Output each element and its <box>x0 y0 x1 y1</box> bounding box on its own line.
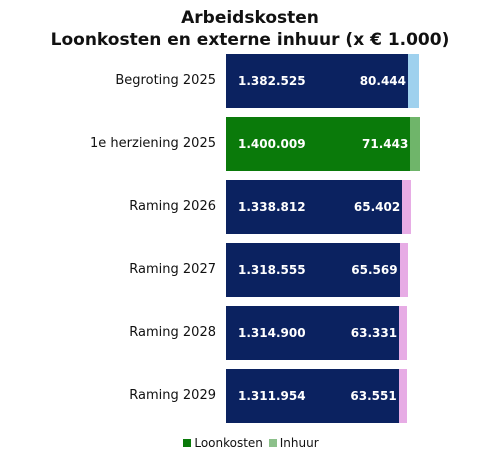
stacked-bar: 1.382.525 80.444 <box>226 54 419 108</box>
bar-segment-inhuur <box>399 306 408 360</box>
bar-segment-loonkosten <box>226 243 400 297</box>
bar-segment-loonkosten <box>226 180 403 234</box>
category-label: 1e herziening 2025 <box>90 136 216 151</box>
category-label: Raming 2027 <box>129 262 216 277</box>
data-label-inhuur: 65.402 <box>353 200 401 214</box>
bar-segment-inhuur <box>402 180 411 234</box>
data-label-inhuur: 65.569 <box>351 263 398 277</box>
bar-segment-inhuur <box>399 243 409 297</box>
legend-swatch-loonkosten <box>183 438 192 447</box>
chart-title: Arbeidskosten <box>181 8 319 28</box>
data-label-loonkosten: 1.314.900 <box>238 326 306 340</box>
data-label-loonkosten: 1.318.555 <box>238 263 306 277</box>
bar-segment-loonkosten <box>226 369 399 423</box>
data-label-inhuur: 71.443 <box>362 137 409 151</box>
bar-segment-loonkosten <box>226 54 408 108</box>
legend-swatch-inhuur <box>268 438 277 447</box>
data-label-loonkosten: 1.400.009 <box>238 137 306 151</box>
bar-segment-inhuur <box>408 54 419 108</box>
data-label-inhuur: 63.551 <box>350 389 397 403</box>
category-label: Raming 2026 <box>129 199 216 214</box>
bar-segment-inhuur <box>398 369 408 423</box>
legend: Loonkosten Inhuur <box>0 434 500 451</box>
bar-segment-loonkosten <box>226 306 400 360</box>
category-label: Begroting 2025 <box>115 73 216 88</box>
stacked-bar: 1.400.009 71.443 <box>226 117 420 171</box>
stacked-bar: 1.318.555 65.569 <box>226 243 409 297</box>
bar-segment-inhuur <box>410 117 420 171</box>
stacked-bar: 1.338.812 65.402 <box>226 180 411 234</box>
data-label-inhuur: 63.331 <box>350 326 398 340</box>
stacked-bar: 1.314.900 63.331 <box>226 306 408 360</box>
bar-segment-loonkosten <box>226 117 411 171</box>
stacked-bar: 1.311.954 63.551 <box>226 369 408 423</box>
category-label: Raming 2028 <box>129 325 216 340</box>
legend-label-loonkosten: Loonkosten <box>194 435 263 450</box>
data-label-loonkosten: 1.382.525 <box>238 74 306 88</box>
legend-label-inhuur: Inhuur <box>279 435 319 450</box>
data-label-loonkosten: 1.338.812 <box>238 200 306 214</box>
data-label-loonkosten: 1.311.954 <box>238 389 306 403</box>
data-label-inhuur: 80.444 <box>359 74 406 88</box>
chart-subtitle: Loonkosten en externe inhuur (x € 1.000) <box>50 30 450 50</box>
category-label: Raming 2029 <box>129 388 216 403</box>
